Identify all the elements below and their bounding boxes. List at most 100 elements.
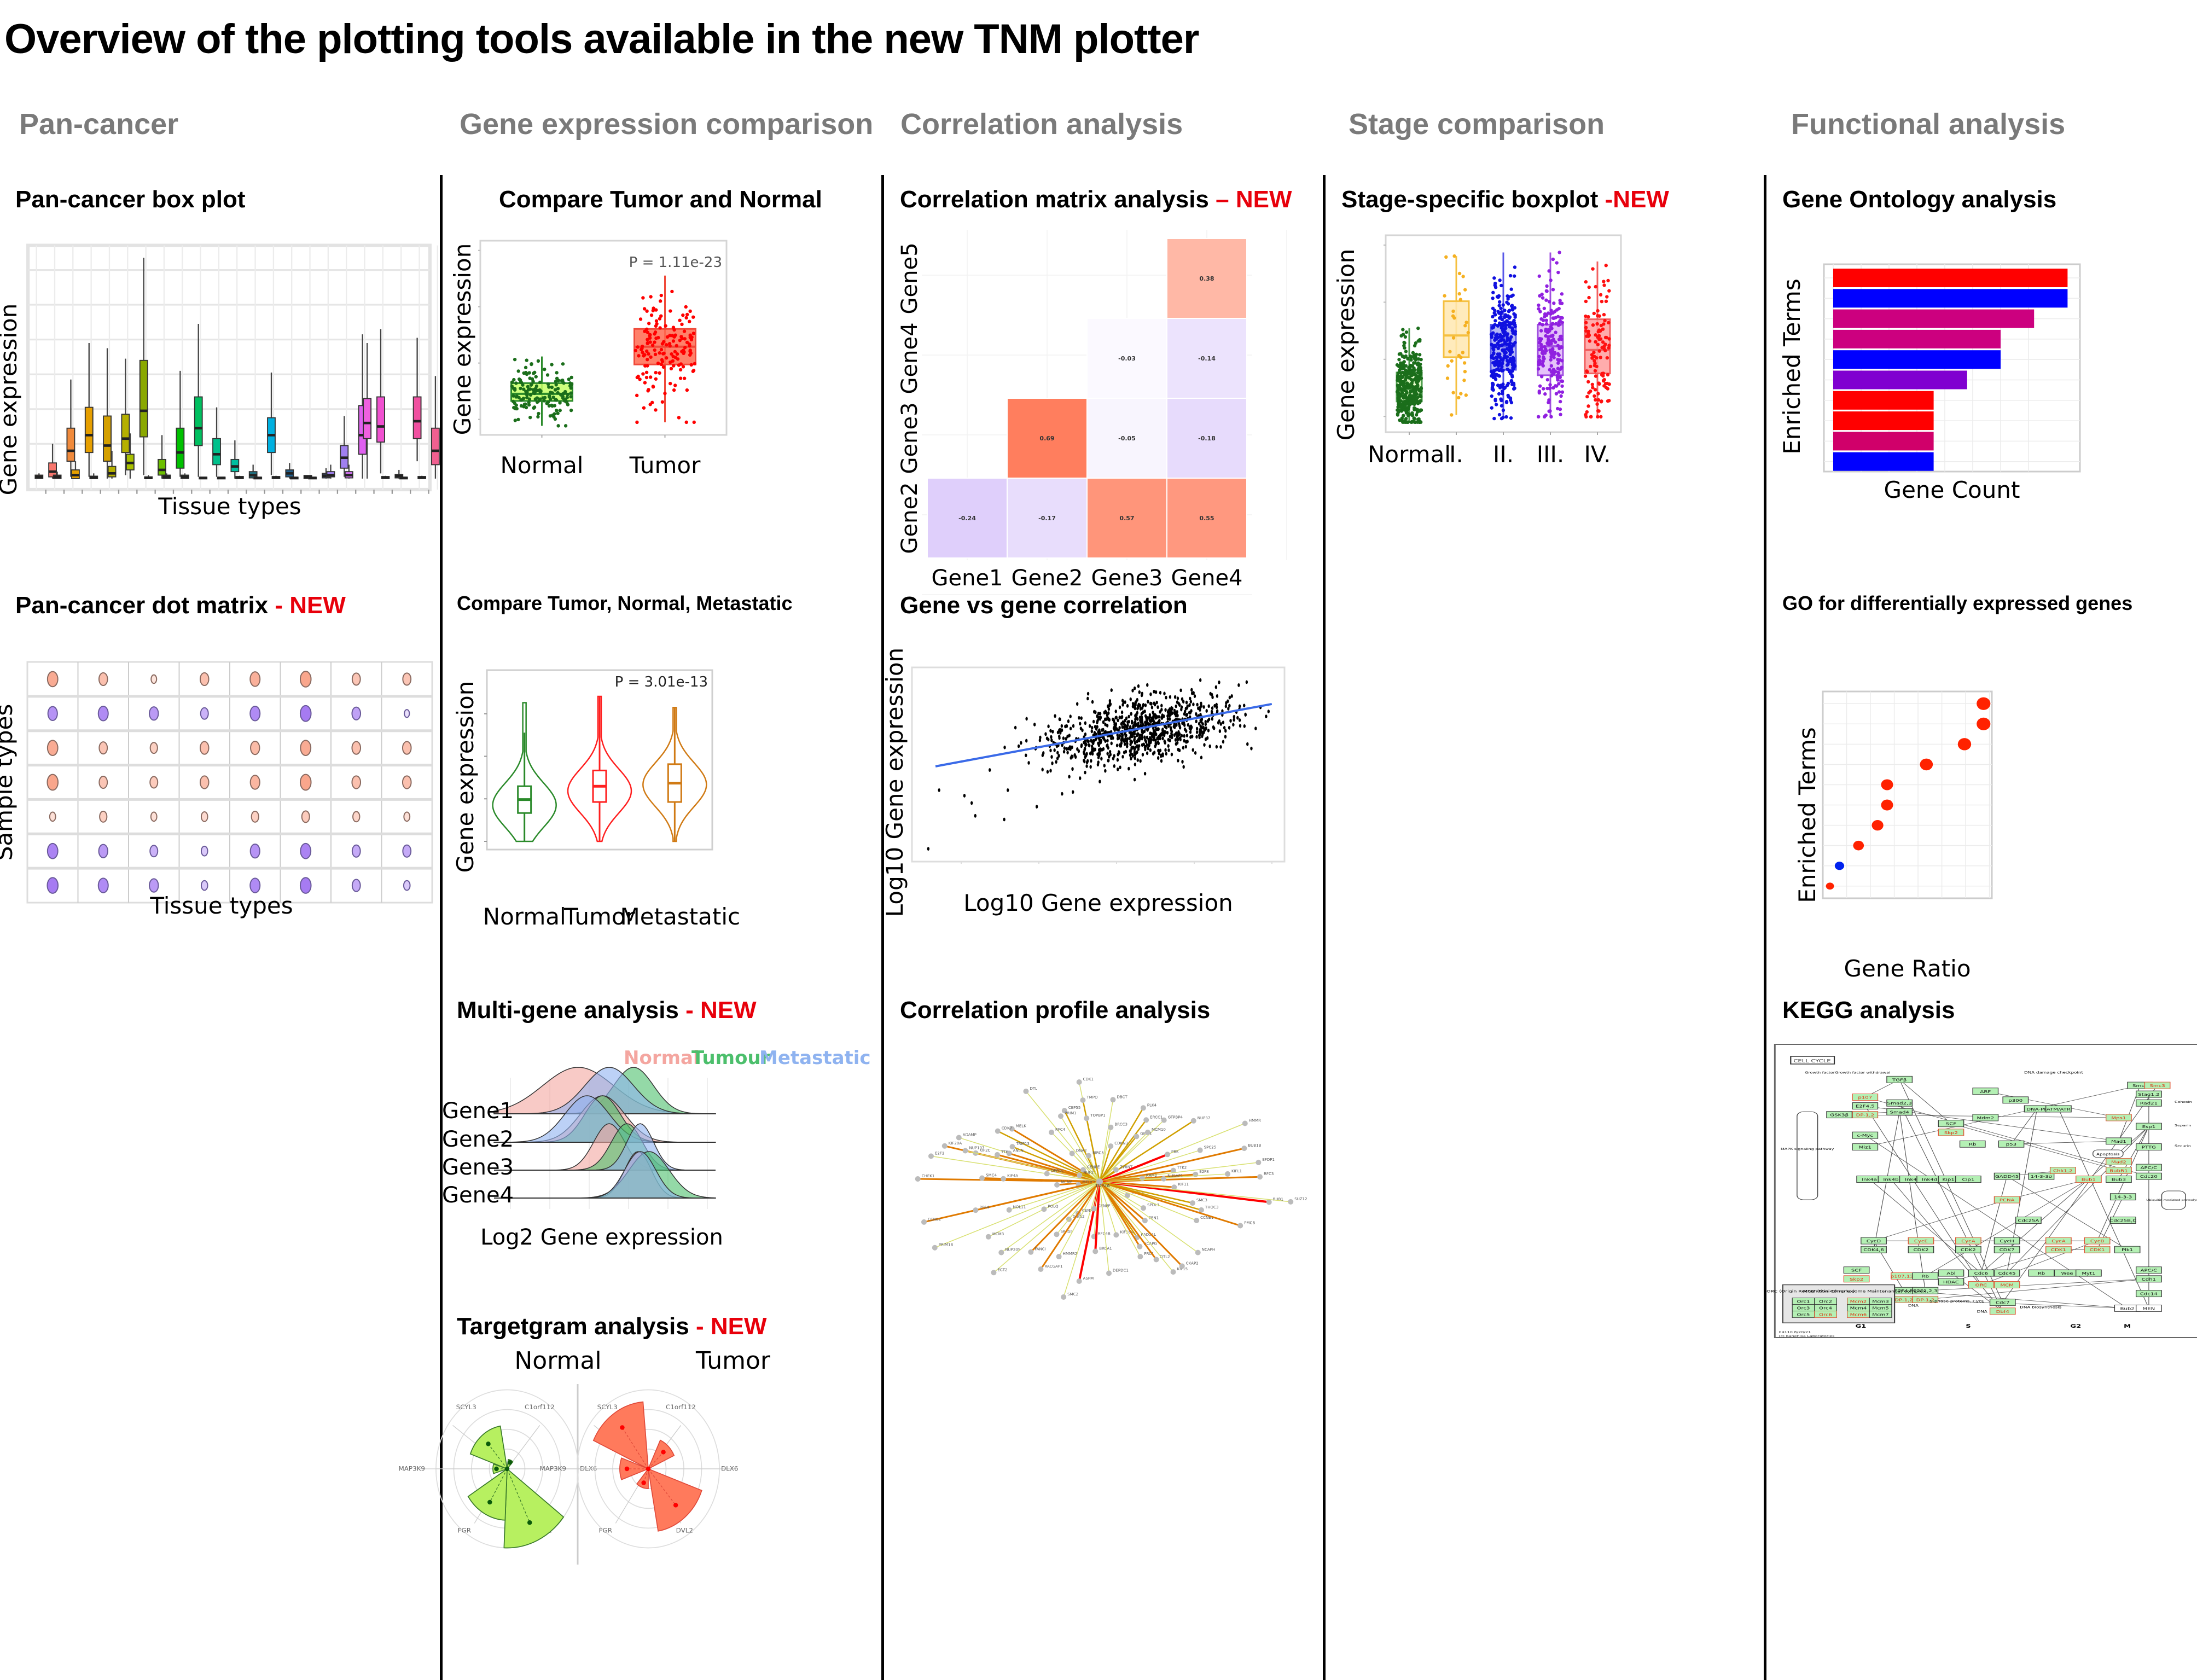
gene-label: Mps1 bbox=[2111, 1116, 2126, 1120]
data-point bbox=[1834, 862, 1845, 870]
data-point bbox=[1605, 295, 1609, 299]
data-point bbox=[1093, 731, 1096, 735]
data-point bbox=[1417, 400, 1422, 405]
data-point bbox=[1192, 702, 1195, 707]
data-point bbox=[524, 365, 528, 370]
heatmap-cell bbox=[1166, 478, 1247, 559]
data-point bbox=[1183, 739, 1185, 743]
data-point bbox=[1115, 743, 1119, 748]
data-point bbox=[1557, 390, 1561, 394]
data-point bbox=[1121, 754, 1124, 759]
data-point bbox=[1492, 352, 1496, 356]
data-point bbox=[1559, 316, 1563, 320]
data-point bbox=[1593, 361, 1597, 365]
data-point bbox=[1396, 385, 1400, 388]
data-point bbox=[1493, 281, 1497, 286]
gene-node bbox=[2114, 1246, 2141, 1253]
column-header-gene-expression: Gene expression comparison bbox=[460, 108, 874, 141]
data-point bbox=[1539, 329, 1543, 333]
network-node bbox=[1113, 1232, 1119, 1238]
network-node bbox=[1009, 1144, 1015, 1150]
node-label: MCM6 bbox=[1061, 1180, 1073, 1184]
data-point bbox=[1120, 710, 1124, 714]
data-point bbox=[1078, 716, 1080, 720]
data-point bbox=[1544, 334, 1548, 338]
cell-value: -0.18 bbox=[1198, 435, 1216, 442]
data-point bbox=[1596, 392, 1600, 396]
data-point bbox=[1218, 729, 1222, 733]
pathway-title: CELL CYCLE bbox=[1793, 1059, 1830, 1064]
data-point bbox=[1104, 769, 1107, 773]
gene-label: Ink4c bbox=[1905, 1178, 1920, 1182]
x-axis-label: Gene Count bbox=[1884, 476, 2020, 503]
gene-label: CycA bbox=[2051, 1239, 2066, 1243]
network-edge bbox=[1098, 1181, 1183, 1267]
gene-node bbox=[1886, 1108, 1913, 1115]
gene-label: PCNA bbox=[2000, 1198, 2015, 1202]
polar-bar bbox=[592, 1401, 649, 1470]
data-point bbox=[1175, 742, 1177, 746]
data-point bbox=[1147, 737, 1150, 742]
node-label: PRIM1B bbox=[939, 1243, 954, 1247]
data-point bbox=[1556, 344, 1560, 347]
y-axis-label: Gene expression bbox=[0, 304, 22, 496]
node-label: DTL bbox=[1030, 1086, 1037, 1091]
network-edge bbox=[1012, 1146, 1100, 1183]
data-point bbox=[1557, 320, 1561, 324]
data-point bbox=[1224, 729, 1227, 733]
matrix-dot bbox=[351, 672, 361, 686]
data-point bbox=[1496, 361, 1500, 364]
data-point bbox=[1451, 391, 1455, 394]
matrix-dot bbox=[47, 877, 59, 894]
box bbox=[194, 396, 203, 446]
network-node bbox=[1134, 1133, 1140, 1140]
data-point bbox=[1097, 711, 1100, 716]
data-point bbox=[1158, 719, 1161, 723]
data-point bbox=[1200, 720, 1203, 724]
data-point bbox=[1463, 288, 1467, 292]
heatmap-cell bbox=[1086, 398, 1167, 479]
gene-label: Cdc20 bbox=[2140, 1175, 2158, 1179]
data-point bbox=[1152, 737, 1155, 742]
data-point bbox=[1152, 714, 1155, 719]
data-point bbox=[1139, 707, 1142, 711]
data-point bbox=[1508, 371, 1513, 375]
side-label: DNA damage checkpoint bbox=[2024, 1071, 2083, 1074]
gene-label: Bub1 bbox=[2082, 1178, 2096, 1182]
data-point bbox=[1245, 680, 1248, 684]
data-point bbox=[1499, 339, 1503, 342]
data-point bbox=[1200, 701, 1202, 706]
data-point bbox=[1153, 751, 1156, 755]
data-point bbox=[1133, 686, 1136, 690]
data-point bbox=[1108, 754, 1111, 759]
data-point bbox=[1243, 704, 1246, 708]
data-point bbox=[1097, 743, 1100, 747]
data-point bbox=[1556, 323, 1561, 327]
bar-point bbox=[487, 1499, 492, 1505]
x-tick-label: Gene2 bbox=[1011, 566, 1083, 591]
data-point bbox=[1503, 321, 1507, 324]
data-point bbox=[1085, 764, 1088, 768]
data-point bbox=[514, 403, 518, 407]
gene-node bbox=[2076, 1176, 2102, 1183]
data-point bbox=[641, 372, 645, 376]
data-point bbox=[659, 293, 663, 298]
data-point bbox=[1025, 717, 1028, 721]
data-point bbox=[1152, 726, 1155, 730]
data-point bbox=[1551, 257, 1555, 261]
data-point bbox=[1141, 733, 1143, 737]
bar bbox=[1833, 350, 2001, 369]
data-point bbox=[1408, 390, 1413, 394]
data-point bbox=[1118, 716, 1121, 720]
data-point bbox=[1086, 691, 1090, 696]
data-point bbox=[646, 341, 650, 345]
matrix-dot bbox=[352, 811, 361, 823]
data-point bbox=[555, 376, 559, 380]
data-point bbox=[1088, 724, 1091, 728]
data-point bbox=[1510, 382, 1514, 386]
x-tick-label: Tumor bbox=[629, 452, 701, 479]
data-point bbox=[648, 403, 652, 406]
